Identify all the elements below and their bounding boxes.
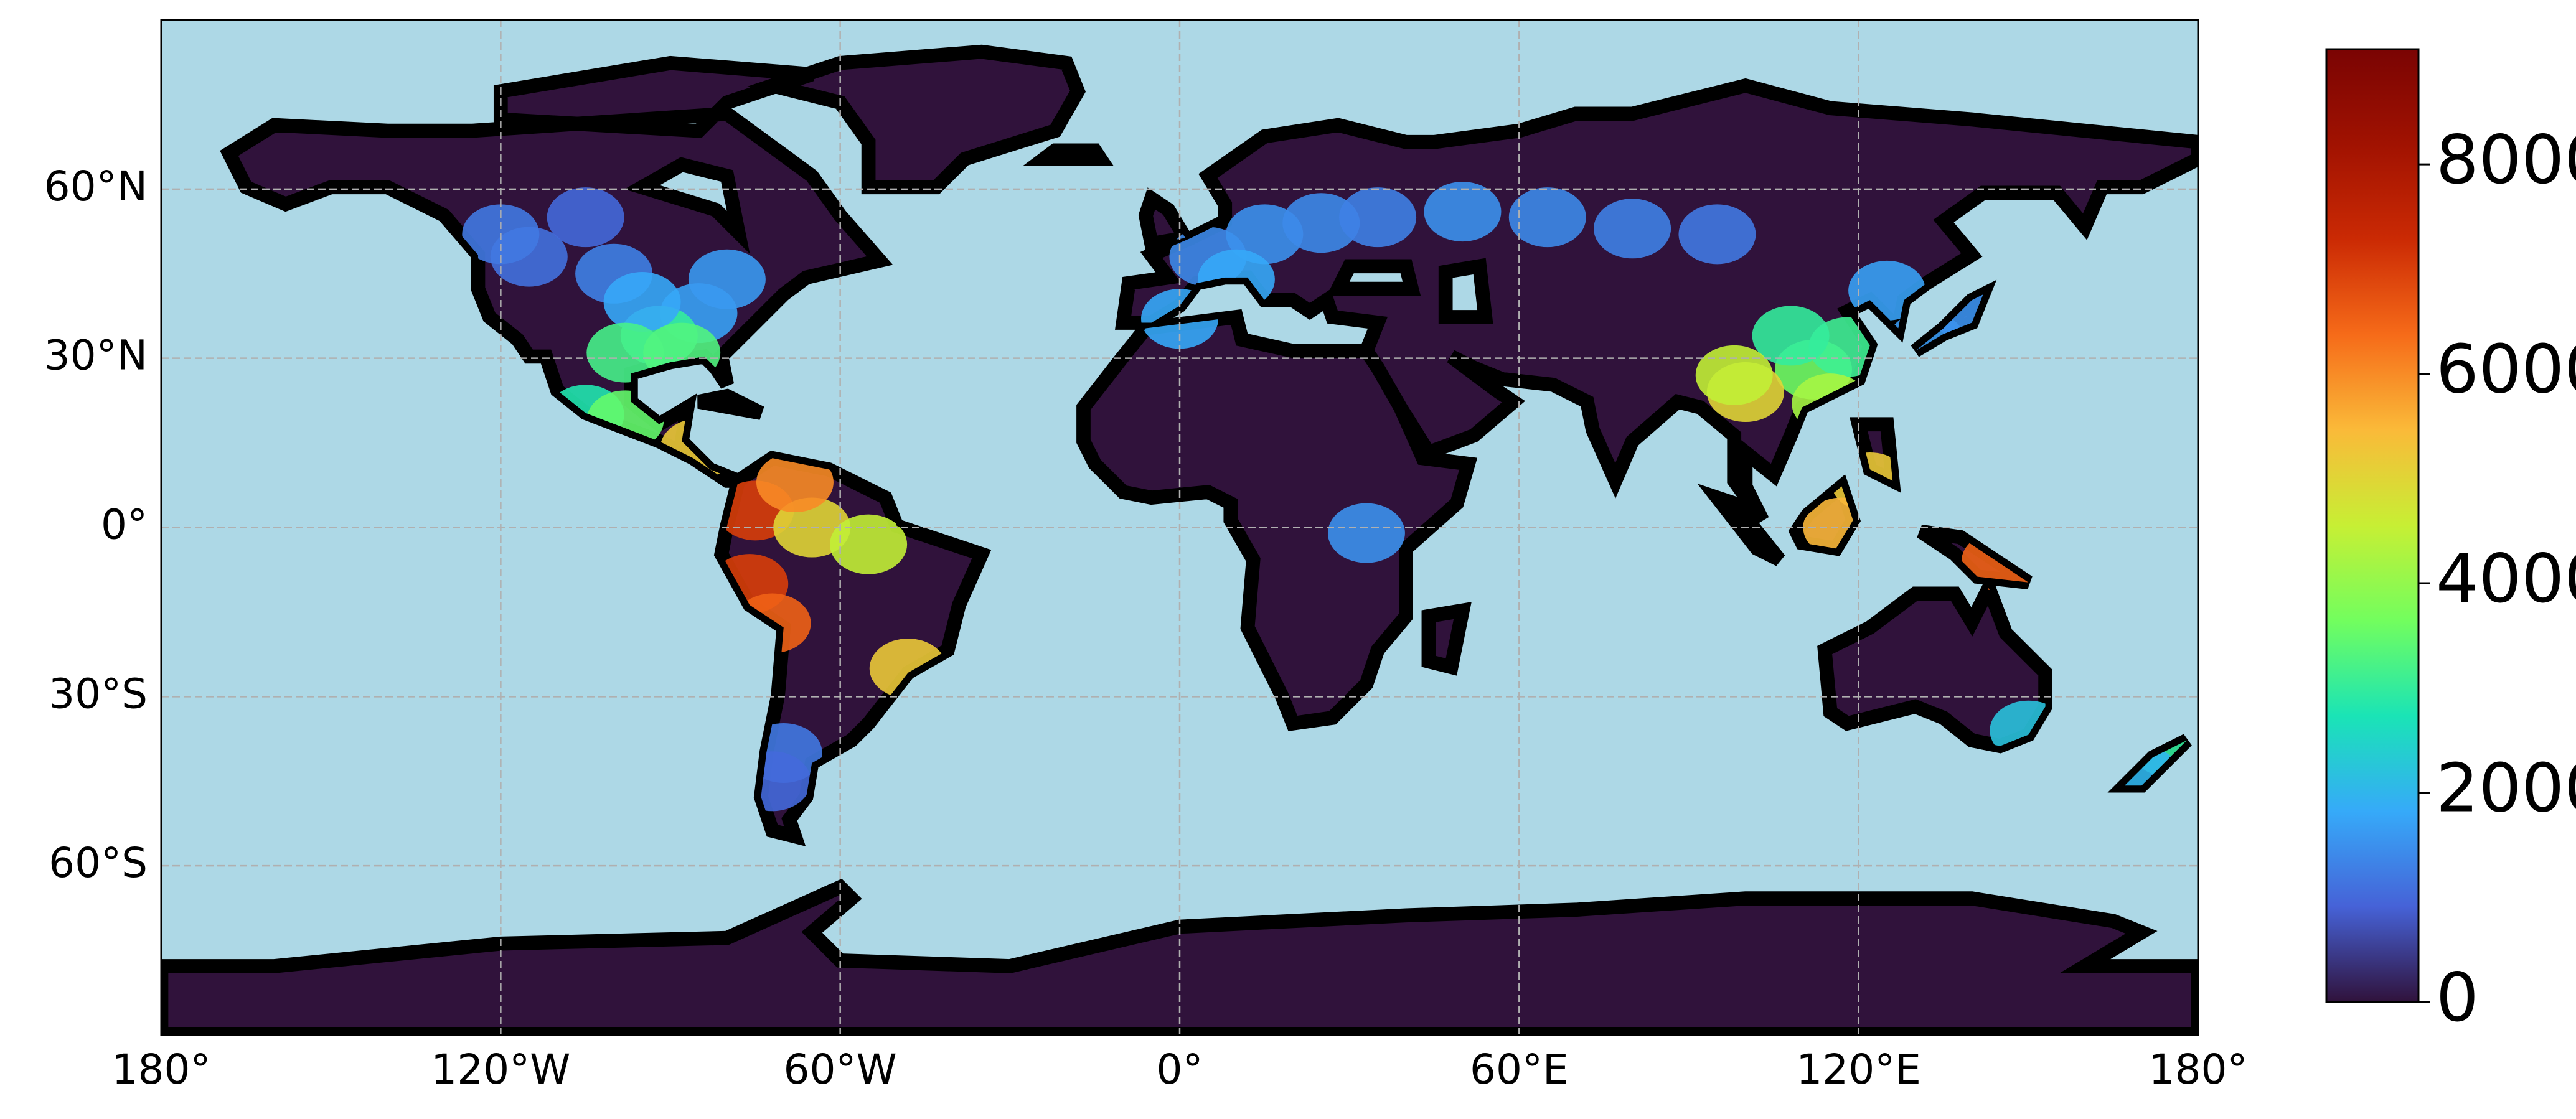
colorbar — [2325, 48, 2420, 1003]
y-tick-label: 30°S — [49, 670, 148, 718]
colorbar-tick-label: 2000 — [2436, 749, 2576, 827]
data-cell — [688, 249, 766, 309]
data-cell — [1508, 187, 1586, 248]
colorbar-tick-label: 0 — [2436, 959, 2479, 1037]
data-cell — [1678, 204, 1756, 265]
x-tick-label: 120°W — [431, 1046, 570, 1093]
data-cell — [1282, 193, 1360, 253]
data-cell — [1424, 182, 1502, 242]
data-cell — [1339, 187, 1417, 248]
data-cell — [756, 452, 834, 513]
data-cell — [547, 187, 624, 248]
grid — [161, 20, 2198, 1035]
y-tick-label: 30°N — [44, 332, 148, 380]
data-cell — [830, 514, 908, 574]
x-tick-label: 60°E — [1470, 1046, 1569, 1093]
x-tick-label: 120°E — [1796, 1046, 1921, 1093]
data-cell — [586, 322, 664, 383]
x-tick-label: 180° — [112, 1046, 211, 1093]
data-cell — [1594, 199, 1671, 259]
data-cell — [1752, 306, 1830, 366]
labels: 180° 120°W 60°W 0° 60°E 120°E 180° 60°N 30°N 0° 30… — [44, 121, 2576, 1093]
x-tick-label: 60°W — [784, 1046, 897, 1093]
y-tick-label: 60°N — [44, 162, 148, 210]
data-cell — [1695, 345, 1773, 405]
data-cell — [1327, 503, 1405, 563]
axes-frame — [160, 19, 2199, 1036]
x-tick-label: 180° — [2149, 1046, 2248, 1093]
colorbar-tick-label: 6000 — [2436, 330, 2576, 408]
colorbar-tick-label: 8000 — [2436, 121, 2576, 199]
data-cell — [603, 272, 681, 332]
colorbar-tick-label: 4000 — [2436, 540, 2576, 618]
y-tick-label: 0° — [101, 501, 148, 549]
y-tick-label: 60°S — [49, 839, 148, 887]
x-tick-label: 0° — [1157, 1046, 1203, 1093]
